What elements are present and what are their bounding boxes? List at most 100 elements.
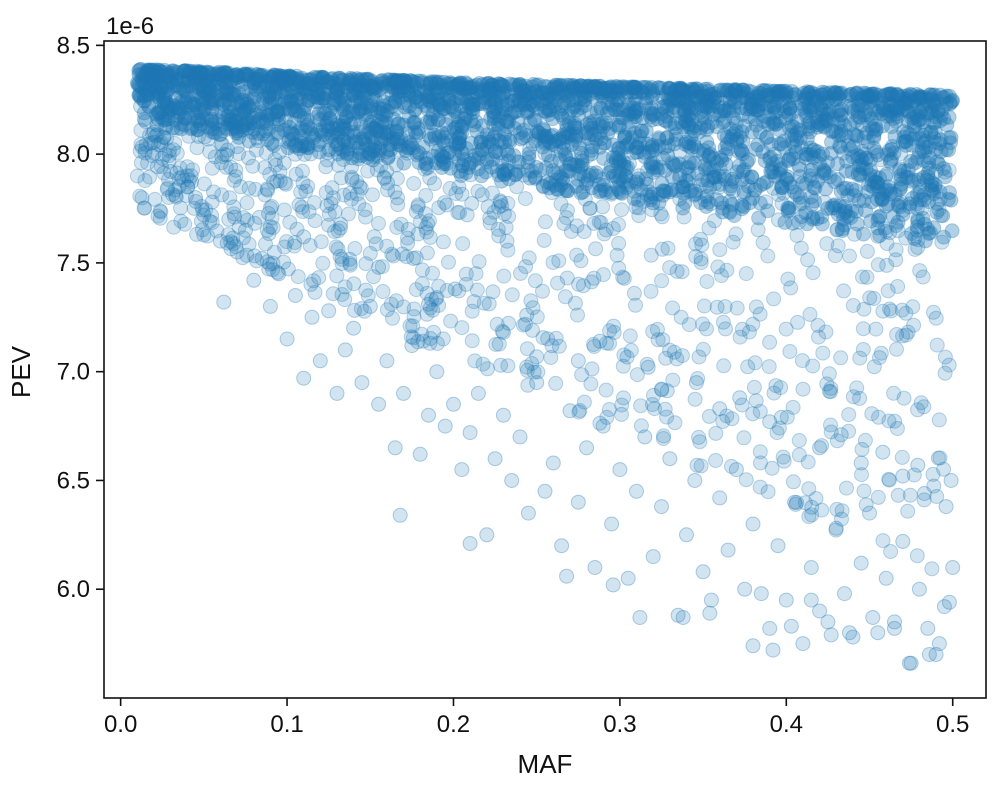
band-point — [201, 69, 217, 85]
band-point — [483, 92, 499, 108]
data-point — [862, 505, 877, 521]
band-point — [261, 121, 277, 137]
band-point — [941, 142, 956, 158]
band-point — [198, 87, 214, 103]
band-point — [525, 136, 541, 152]
band-point — [696, 102, 712, 118]
band-point — [336, 143, 351, 159]
band-point — [612, 155, 628, 171]
band-point — [151, 87, 167, 103]
data-point — [570, 494, 586, 510]
band-point — [238, 117, 254, 133]
band-point — [374, 73, 390, 89]
data-point — [387, 440, 403, 456]
band-point — [779, 172, 794, 187]
band-point — [700, 83, 716, 99]
band-point — [814, 167, 830, 183]
band-point — [863, 87, 879, 103]
band-point — [889, 421, 905, 436]
band-point — [491, 167, 507, 183]
band-point — [752, 177, 768, 193]
band-point — [726, 82, 742, 98]
band-point — [539, 91, 554, 107]
band-point — [205, 79, 220, 95]
band-point — [800, 86, 816, 102]
band-point — [644, 80, 660, 95]
band-point — [888, 114, 904, 129]
band-point — [168, 72, 184, 88]
band-point — [351, 78, 367, 94]
band-point — [880, 105, 896, 121]
band-point — [355, 78, 371, 94]
x-tick-label: 0.3 — [603, 711, 636, 738]
band-point — [258, 105, 274, 121]
band-point — [483, 111, 499, 126]
band-point — [645, 106, 661, 122]
band-point — [858, 161, 874, 177]
band-point — [312, 122, 328, 138]
band-point — [390, 74, 406, 90]
band-point — [559, 203, 575, 219]
band-point — [525, 322, 540, 338]
band-point — [472, 134, 488, 150]
band-point — [644, 83, 660, 99]
band-point — [366, 120, 381, 136]
band-point — [674, 90, 690, 106]
band-point — [611, 235, 627, 251]
band-point — [300, 139, 316, 155]
band-point — [752, 97, 768, 113]
band-point — [246, 91, 262, 107]
band-point — [465, 96, 481, 112]
band-point — [261, 84, 276, 100]
band-point — [592, 176, 607, 192]
data-point — [787, 494, 803, 510]
band-point — [697, 192, 713, 208]
band-point — [154, 79, 170, 95]
band-point — [189, 66, 205, 81]
data-point — [679, 527, 694, 543]
band-point — [524, 163, 540, 179]
band-point — [528, 101, 544, 117]
band-point — [141, 64, 157, 80]
band-point — [782, 344, 798, 359]
band-point — [468, 266, 484, 282]
band-point — [285, 95, 300, 110]
band-point — [733, 84, 749, 100]
band-point — [803, 189, 819, 205]
band-point — [290, 269, 306, 285]
band-point — [755, 235, 771, 250]
band-point — [715, 204, 730, 220]
band-point — [376, 94, 391, 110]
band-point — [914, 90, 930, 106]
band-point — [295, 175, 311, 191]
band-point — [835, 145, 851, 161]
band-point — [169, 120, 185, 136]
x-tick-label: 0.0 — [104, 711, 137, 738]
band-point — [694, 97, 710, 113]
band-point — [888, 218, 904, 234]
band-point — [667, 92, 683, 108]
band-point — [920, 165, 936, 181]
band-point — [622, 328, 638, 344]
data-point — [246, 272, 262, 288]
band-point — [914, 142, 930, 158]
band-point — [681, 166, 697, 182]
band-point — [893, 168, 909, 184]
band-point — [753, 91, 769, 107]
band-point — [139, 83, 155, 99]
band-point — [148, 106, 164, 122]
band-point — [275, 75, 290, 91]
band-point — [808, 89, 824, 105]
band-point — [931, 156, 947, 172]
band-point — [505, 77, 521, 93]
band-point — [866, 140, 882, 156]
band-point — [612, 118, 627, 133]
band-point — [346, 88, 362, 104]
band-point — [676, 185, 692, 201]
band-point — [365, 187, 380, 203]
band-point — [684, 91, 700, 106]
band-point — [341, 72, 357, 88]
band-point — [909, 108, 925, 124]
data-point — [421, 296, 436, 312]
y-axis-label: PEV — [6, 345, 36, 398]
